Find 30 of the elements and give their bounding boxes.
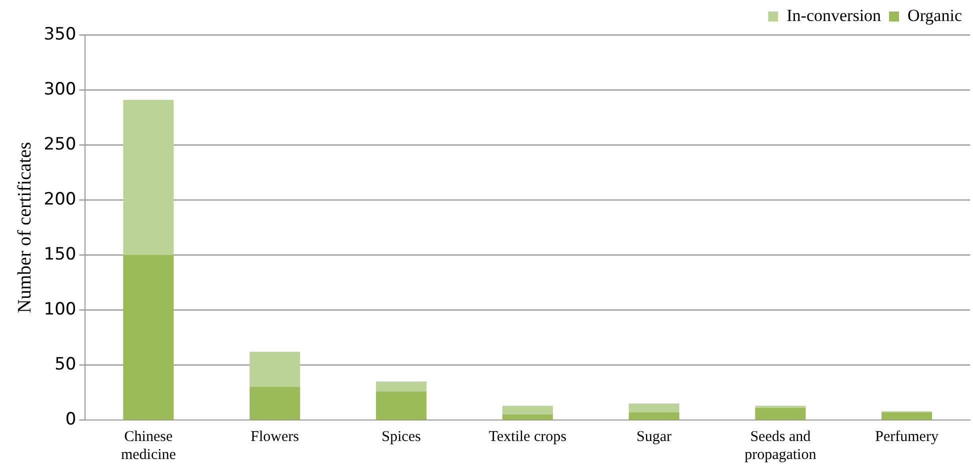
bar <box>502 414 553 420</box>
bar <box>628 412 680 420</box>
x-tick-label: Sugar <box>636 428 672 445</box>
y-axis-title: Number of certificates <box>14 142 36 313</box>
x-tick-label: Seeds and propagation <box>744 428 817 463</box>
y-tick-label: 0 <box>65 409 76 430</box>
bar <box>882 412 932 420</box>
bar <box>628 404 680 412</box>
bar <box>502 406 553 414</box>
y-tick-label: 300 <box>44 79 76 100</box>
bar <box>376 391 427 420</box>
y-tick-label: 250 <box>44 134 76 154</box>
x-tick-label: Spices <box>382 428 421 445</box>
y-tick-label: 100 <box>44 299 76 320</box>
bar <box>755 408 806 420</box>
bar <box>123 100 174 255</box>
legend-label: In-conversion <box>786 6 882 25</box>
x-tick-label: Perfumery <box>875 428 939 445</box>
x-tick-label: Textile crops <box>488 428 567 445</box>
x-tick-label: Flowers <box>250 428 300 445</box>
y-tick-label: 150 <box>44 244 76 264</box>
x-tick-label: Chinese medicine <box>120 428 176 463</box>
bar <box>123 255 174 420</box>
bar <box>250 387 300 420</box>
y-tick-label: 350 <box>44 24 76 44</box>
y-tick-label: 50 <box>54 354 76 374</box>
y-tick-label: 200 <box>44 189 76 210</box>
legend-label: Organic <box>908 6 962 25</box>
bar <box>250 352 300 387</box>
bar <box>376 382 427 392</box>
